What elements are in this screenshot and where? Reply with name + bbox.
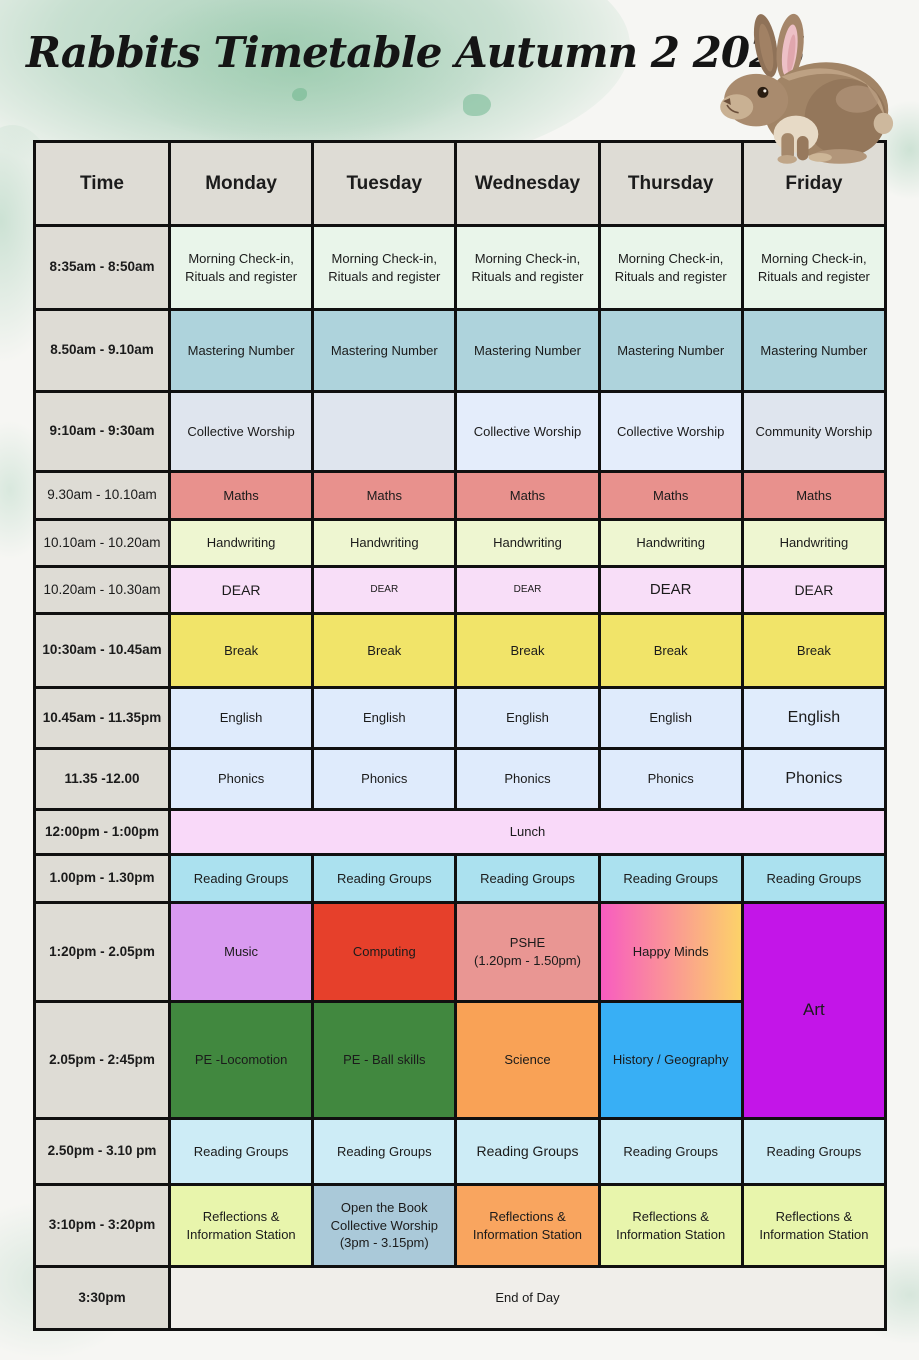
subject-cell: Collective Worship xyxy=(600,393,741,470)
time-cell: 3:30pm xyxy=(36,1268,168,1328)
subject-cell: Maths xyxy=(314,473,455,518)
subject-cell: Art xyxy=(743,904,884,1117)
subject-cell: Community Worship xyxy=(743,393,884,470)
time-cell: 9.30am - 10.10am xyxy=(36,473,168,518)
watercolor-splat xyxy=(463,94,491,116)
subject-cell: Reading Groups xyxy=(457,1120,598,1183)
subject-cell: Mastering Number xyxy=(600,311,741,390)
watercolor-splat xyxy=(292,88,307,101)
subject-cell: PE - Ball skills xyxy=(314,1003,455,1117)
subject-cell: Break xyxy=(457,615,598,686)
subject-cell: Morning Check-in, Rituals and register xyxy=(743,227,884,308)
subject-cell: English xyxy=(314,689,455,747)
subject-cell: Phonics xyxy=(171,750,312,808)
subject-cell: Maths xyxy=(171,473,312,518)
subject-cell: Break xyxy=(171,615,312,686)
subject-cell: PE -Locomotion xyxy=(171,1003,312,1117)
subject-cell: DEAR xyxy=(171,568,312,612)
subject-cell: DEAR xyxy=(314,568,455,612)
subject-cell: Reflections & Information Station xyxy=(171,1186,312,1265)
subject-cell: Reading Groups xyxy=(743,1120,884,1183)
subject-cell: Reading Groups xyxy=(457,856,598,901)
subject-cell: Handwriting xyxy=(743,521,884,565)
subject-cell: Reflections & Information Station xyxy=(743,1186,884,1265)
subject-cell: DEAR xyxy=(457,568,598,612)
subject-cell: Computing xyxy=(314,904,455,1000)
subject-cell: Collective Worship xyxy=(457,393,598,470)
subject-cell: Maths xyxy=(457,473,598,518)
subject-cell: Morning Check-in, Rituals and register xyxy=(600,227,741,308)
subject-cell: English xyxy=(743,689,884,747)
subject-cell: Reading Groups xyxy=(171,856,312,901)
subject-cell: Phonics xyxy=(743,750,884,808)
subject-cell: English xyxy=(171,689,312,747)
subject-cell: Reflections & Information Station xyxy=(600,1186,741,1265)
subject-cell: Maths xyxy=(743,473,884,518)
subject-cell: Handwriting xyxy=(171,521,312,565)
subject-cell: PSHE (1.20pm - 1.50pm) xyxy=(457,904,598,1000)
time-cell: 10.20am - 10.30am xyxy=(36,568,168,612)
subject-cell: Reading Groups xyxy=(600,856,741,901)
subject-cell: Science xyxy=(457,1003,598,1117)
subject-cell: Break xyxy=(600,615,741,686)
time-cell: 3:10pm - 3:20pm xyxy=(36,1186,168,1265)
subject-cell: Reading Groups xyxy=(600,1120,741,1183)
time-cell: 8:35am - 8:50am xyxy=(36,227,168,308)
time-cell: 10.10am - 10.20am xyxy=(36,521,168,565)
subject-cell: Reading Groups xyxy=(314,856,455,901)
subject-cell: English xyxy=(600,689,741,747)
subject-cell: Music xyxy=(171,904,312,1000)
subject-cell: Handwriting xyxy=(314,521,455,565)
subject-cell: Morning Check-in, Rituals and register xyxy=(457,227,598,308)
time-cell: 1:20pm - 2.05pm xyxy=(36,904,168,1000)
time-cell: 12:00pm - 1:00pm xyxy=(36,811,168,853)
subject-cell: Mastering Number xyxy=(314,311,455,390)
subject-cell: Mastering Number xyxy=(171,311,312,390)
subject-cell: Handwriting xyxy=(457,521,598,565)
time-cell: 10.45am - 11.35pm xyxy=(36,689,168,747)
subject-cell: Reading Groups xyxy=(171,1120,312,1183)
timetable: Time Monday Tuesday Wednesday Thursday Friday… xyxy=(33,140,887,1331)
header-day-monday: Monday xyxy=(171,143,312,224)
subject-cell: End of Day xyxy=(171,1268,884,1328)
time-cell: 8.50am - 9.10am xyxy=(36,311,168,390)
header-day-tuesday: Tuesday xyxy=(314,143,455,224)
subject-cell: Maths xyxy=(600,473,741,518)
rabbit-icon xyxy=(720,13,894,164)
subject-cell: Mastering Number xyxy=(743,311,884,390)
subject-cell: Open the Book Collective Worship (3pm - … xyxy=(314,1186,455,1265)
subject-cell: DEAR xyxy=(743,568,884,612)
time-cell: 2.05pm - 2:45pm xyxy=(36,1003,168,1117)
subject-cell: Morning Check-in, Rituals and register xyxy=(314,227,455,308)
subject-cell: Phonics xyxy=(457,750,598,808)
subject-cell: Lunch xyxy=(171,811,884,853)
time-cell: 10:30am - 10.45am xyxy=(36,615,168,686)
subject-cell: Break xyxy=(314,615,455,686)
header-time: Time xyxy=(36,143,168,224)
subject-cell xyxy=(314,393,455,470)
page-title: Rabbits Timetable Autumn 2 2025 xyxy=(26,28,807,77)
subject-cell: History / Geography xyxy=(600,1003,741,1117)
subject-cell: Phonics xyxy=(600,750,741,808)
subject-cell: Happy Minds xyxy=(600,904,741,1000)
subject-cell: Phonics xyxy=(314,750,455,808)
subject-cell: Reading Groups xyxy=(314,1120,455,1183)
subject-cell: Collective Worship xyxy=(171,393,312,470)
subject-cell: Reflections & Information Station xyxy=(457,1186,598,1265)
time-cell: 2.50pm - 3.10 pm xyxy=(36,1120,168,1183)
header-day-wednesday: Wednesday xyxy=(457,143,598,224)
subject-cell: Handwriting xyxy=(600,521,741,565)
time-cell: 1.00pm - 1.30pm xyxy=(36,856,168,901)
time-cell: 11.35 -12.00 xyxy=(36,750,168,808)
time-cell: 9:10am - 9:30am xyxy=(36,393,168,470)
subject-cell: English xyxy=(457,689,598,747)
subject-cell: Mastering Number xyxy=(457,311,598,390)
subject-cell: DEAR xyxy=(600,568,741,612)
subject-cell: Morning Check-in, Rituals and register xyxy=(171,227,312,308)
subject-cell: Break xyxy=(743,615,884,686)
subject-cell: Reading Groups xyxy=(743,856,884,901)
